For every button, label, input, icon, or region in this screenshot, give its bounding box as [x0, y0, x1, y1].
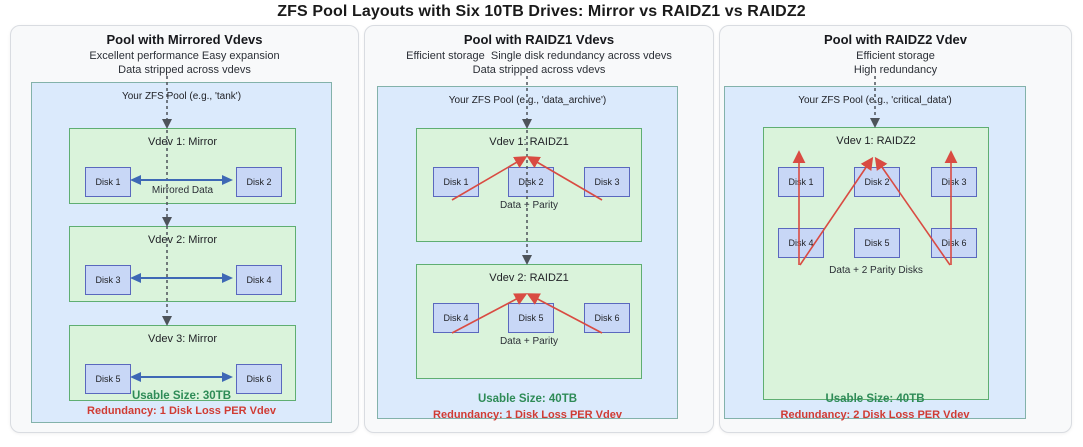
panel-raidz2-subtitle-1: Efficient storage — [856, 50, 935, 62]
disk-box: Disk 4 — [236, 265, 282, 295]
pool-box-tank: Your ZFS Pool (e.g., 'tank') Vdev 1: Mir… — [31, 82, 332, 423]
vdev2-raidz1-label: Vdev 2: RAIDZ1 — [489, 272, 569, 284]
panel-raidz2-subtitle-2: High redundancy — [853, 64, 938, 76]
pool-label-data-archive: Your ZFS Pool (e.g., 'data_archive') — [448, 95, 607, 106]
vdev2-mirror-box: Vdev 2: Mirror Disk 3 Disk 4 — [69, 226, 296, 302]
disk-box: Disk 4 — [778, 228, 824, 258]
panel-mirror-subtitle-2: Data stripped across vdevs — [118, 64, 251, 76]
redundancy-label: Redundancy: 1 Disk Loss PER Vdev — [433, 409, 622, 421]
disk-box: Disk 4 — [433, 303, 479, 333]
panel-raidz1-header: Pool with RAIDZ1 Vdevs — [463, 32, 615, 47]
disk-box: Disk 2 — [236, 167, 282, 197]
data-parity-label: Data + Parity — [499, 200, 559, 211]
panel-raidz1-subtitle-2: Data stripped across vdevs — [472, 64, 606, 76]
panel-mirror-subtitle-1: Excellent performance Easy expansion — [89, 50, 280, 62]
vdev2-raidz1-box: Vdev 2: RAIDZ1 Disk 4 Disk 5 Disk 6 Data… — [416, 264, 642, 379]
disk-box: Disk 2 — [854, 167, 900, 197]
vdev1-raidz1-box: Vdev 1: RAIDZ1 Disk 1 Disk 2 Disk 3 Data… — [416, 128, 642, 242]
data-parity-label: Data + 2 Parity Disks — [829, 265, 923, 276]
disk-box: Disk 6 — [931, 228, 977, 258]
usable-size-label: Usable Size: 40TB — [477, 393, 578, 405]
disk-box: Disk 1 — [433, 167, 479, 197]
disk-box: Disk 3 — [931, 167, 977, 197]
pool-box-critical-data: Your ZFS Pool (e.g., 'critical_data') Vd… — [724, 86, 1026, 419]
vdev1-raidz2-box: Vdev 1: RAIDZ2 Disk 1 Disk 2 Disk 3 Disk… — [763, 127, 989, 400]
disk-box: Disk 6 — [584, 303, 630, 333]
disk-box: Disk 6 — [236, 364, 282, 394]
data-parity-label: Data + Parity — [499, 336, 559, 347]
disk-box: Disk 3 — [584, 167, 630, 197]
vdev1-raidz1-label: Vdev 1: RAIDZ1 — [489, 136, 569, 148]
pool-box-data-archive: Your ZFS Pool (e.g., 'data_archive') Vde… — [377, 86, 678, 419]
panel-raidz1-subtitle-1: Efficient storage Single disk redundancy… — [406, 50, 672, 62]
vdev3-mirror-box: Vdev 3: Mirror Disk 5 Disk 6 — [69, 325, 296, 401]
vdev1-raidz2-label: Vdev 1: RAIDZ2 — [836, 135, 916, 147]
disk-box: Disk 1 — [85, 167, 131, 197]
usable-size-label: Usable Size: 40TB — [825, 393, 925, 405]
disk-box: Disk 1 — [778, 167, 824, 197]
panel-raidz1-card: Pool with RAIDZ1 Vdevs Efficient storage… — [364, 25, 714, 433]
pool-label-tank: Your ZFS Pool (e.g., 'tank') — [121, 91, 242, 102]
disk-box: Disk 5 — [508, 303, 554, 333]
redundancy-label: Redundancy: 1 Disk Loss PER Vdev — [87, 405, 276, 417]
disk-box: Disk 5 — [854, 228, 900, 258]
vdev1-mirror-label: Vdev 1: Mirror — [147, 136, 218, 148]
disk-box: Disk 2 — [508, 167, 554, 197]
vdev1-mirror-box: Vdev 1: Mirror Disk 1 Disk 2 Mirrored Da… — [69, 128, 296, 204]
usable-size-label: Usable Size: 30TB — [131, 390, 232, 402]
panel-mirror-header: Pool with Mirrored Vdevs — [106, 32, 263, 47]
disk-box: Disk 3 — [85, 265, 131, 295]
vdev3-mirror-label: Vdev 3: Mirror — [147, 333, 218, 345]
disk-box: Disk 5 — [85, 364, 131, 394]
panel-raidz2-header: Pool with RAIDZ2 Vdev — [823, 32, 967, 47]
redundancy-label: Redundancy: 2 Disk Loss PER Vdev — [780, 409, 970, 421]
mirrored-data-label: Mirrored Data — [151, 185, 214, 196]
page-title: ZFS Pool Layouts with Six 10TB Drives: M… — [277, 3, 806, 20]
pool-label-critical-data: Your ZFS Pool (e.g., 'critical_data') — [798, 95, 952, 106]
panel-mirror-card: Pool with Mirrored Vdevs Excellent perfo… — [10, 25, 359, 433]
vdev2-mirror-label: Vdev 2: Mirror — [147, 234, 218, 246]
panel-raidz2-card: Pool with RAIDZ2 Vdev Efficient storage … — [719, 25, 1072, 433]
